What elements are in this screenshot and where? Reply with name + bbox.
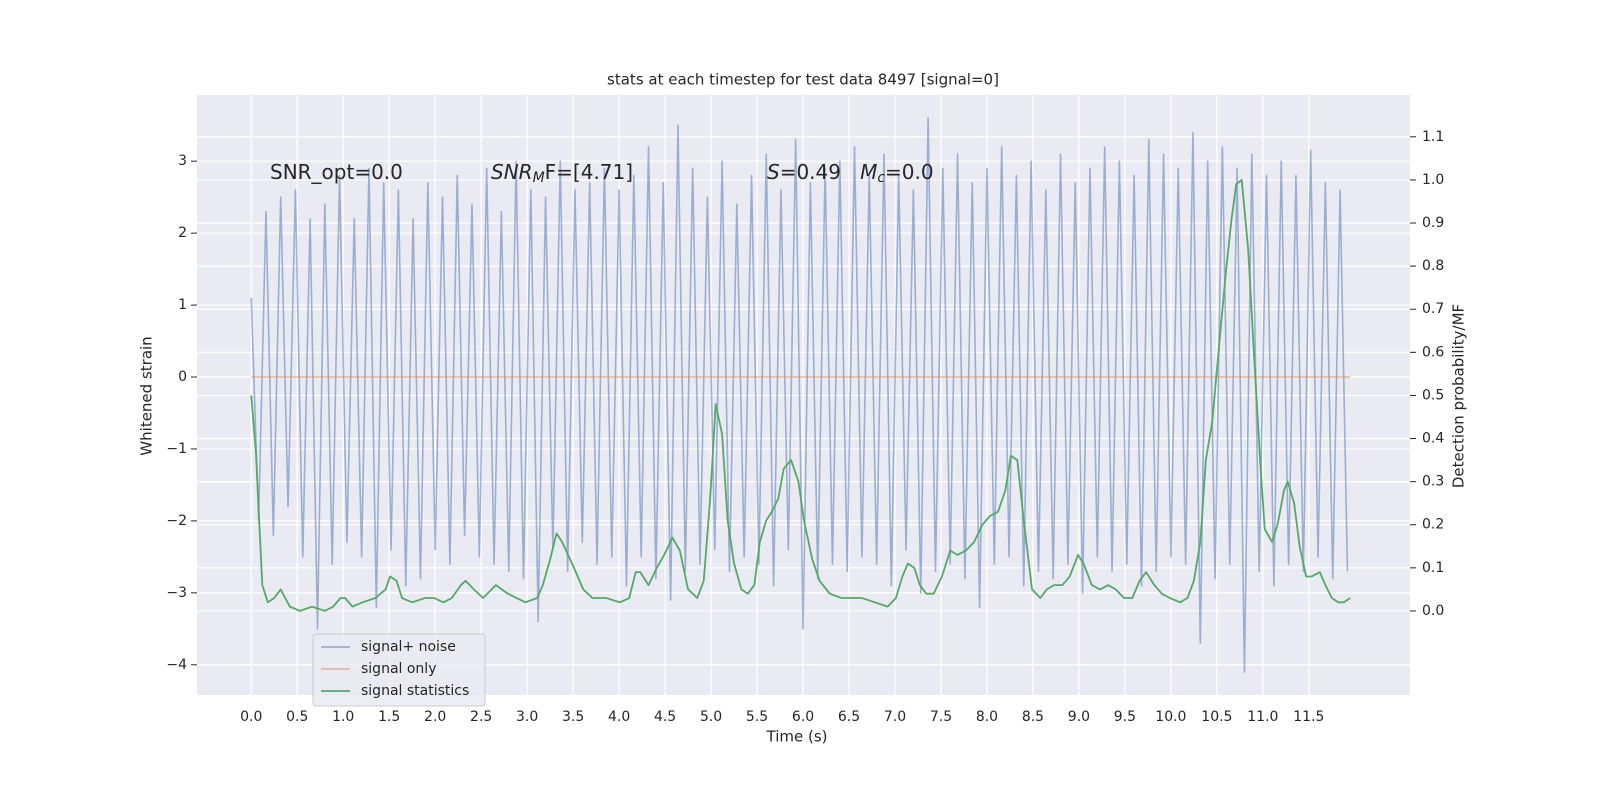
y2-axis-label: Detection probability/MF	[1450, 304, 1468, 488]
annotation-part: SNR_opt=0.0	[270, 160, 403, 184]
x-tick-label: 11.5	[1293, 709, 1324, 725]
y-tick-label: −4	[166, 657, 187, 673]
x-tick-label: 0.5	[286, 709, 308, 725]
legend-box	[312, 633, 486, 707]
series-line	[250, 117, 1349, 673]
y2-tick-label: 0.1	[1422, 560, 1444, 576]
annotation-part: =0.49	[780, 160, 860, 184]
y2-tick-label: 0.0	[1422, 603, 1444, 619]
legend-label: signal statistics	[361, 683, 469, 699]
annotation-part: M	[860, 160, 877, 184]
y-tick-label: 2	[178, 225, 187, 241]
y2-tick-label: 0.2	[1422, 517, 1444, 533]
legend-label: signal only	[361, 661, 436, 677]
x-tick-label: 4.0	[608, 709, 630, 725]
x-tick-label: 9.0	[1068, 709, 1090, 725]
x-tick-label: 7.5	[930, 709, 952, 725]
x-tick-label: 8.5	[1022, 709, 1044, 725]
y2-tick-label: 0.4	[1422, 431, 1444, 447]
y-tick-label: 3	[178, 153, 187, 169]
annotation-part: =0.0	[885, 160, 934, 184]
annotation-part: F=[4.71]	[545, 160, 633, 184]
annotation-part: c	[877, 170, 885, 186]
y2-tick-label: 0.6	[1422, 344, 1444, 360]
x-tick-label: 3.0	[516, 709, 538, 725]
x-tick-label: 0.0	[240, 709, 262, 725]
x-tick-label: 5.0	[700, 709, 722, 725]
legend-label: signal+ noise	[361, 639, 456, 655]
y-tick-label: −2	[166, 513, 187, 529]
x-tick-label: 11.0	[1247, 709, 1278, 725]
annotation-part: S	[767, 160, 780, 184]
y-tick-label: −1	[166, 441, 187, 457]
x-tick-label: 7.0	[884, 709, 906, 725]
x-tick-label: 5.5	[746, 709, 768, 725]
annotation-part: SNR	[491, 160, 533, 184]
x-tick-label: 3.5	[562, 709, 584, 725]
x-tick-label: 4.5	[654, 709, 676, 725]
y-tick-label: 0	[178, 369, 187, 385]
y2-tick-label: 0.8	[1422, 258, 1444, 274]
y2-tick-label: 1.0	[1422, 172, 1444, 188]
x-tick-label: 1.0	[332, 709, 354, 725]
y-tick-label: −3	[166, 585, 187, 601]
annotation: S=0.49 Mc=0.0	[767, 160, 934, 187]
y2-tick-label: 0.9	[1422, 215, 1444, 231]
legend: signal+ noise signal only signal statistic…	[312, 633, 486, 707]
y-axis-label: Whitened strain	[138, 336, 156, 455]
x-tick-label: 10.0	[1155, 709, 1186, 725]
x-tick-label: 2.5	[470, 709, 492, 725]
series-line	[250, 179, 1351, 612]
x-tick-label: 2.0	[424, 709, 446, 725]
x-tick-label: 10.5	[1201, 709, 1232, 725]
y2-tick-label: 0.5	[1422, 387, 1444, 403]
x-tick-label: 9.5	[1114, 709, 1136, 725]
x-tick-label: 6.5	[838, 709, 860, 725]
x-axis-label: Time (s)	[766, 728, 828, 746]
annotation: SNR_opt=0.0	[270, 160, 403, 184]
x-tick-label: 8.0	[976, 709, 998, 725]
x-tick-label: 6.0	[792, 709, 814, 725]
annotation: SNRMF=[4.71]	[491, 160, 633, 187]
x-tick-label: 1.5	[378, 709, 400, 725]
annotation-part: M	[533, 170, 545, 186]
chart-title: stats at each timestep for test data 849…	[607, 71, 999, 89]
y2-tick-label: 0.7	[1422, 301, 1444, 317]
y2-tick-label: 1.1	[1422, 129, 1444, 145]
y-tick-label: 1	[178, 297, 187, 313]
y2-tick-label: 0.3	[1422, 474, 1444, 490]
